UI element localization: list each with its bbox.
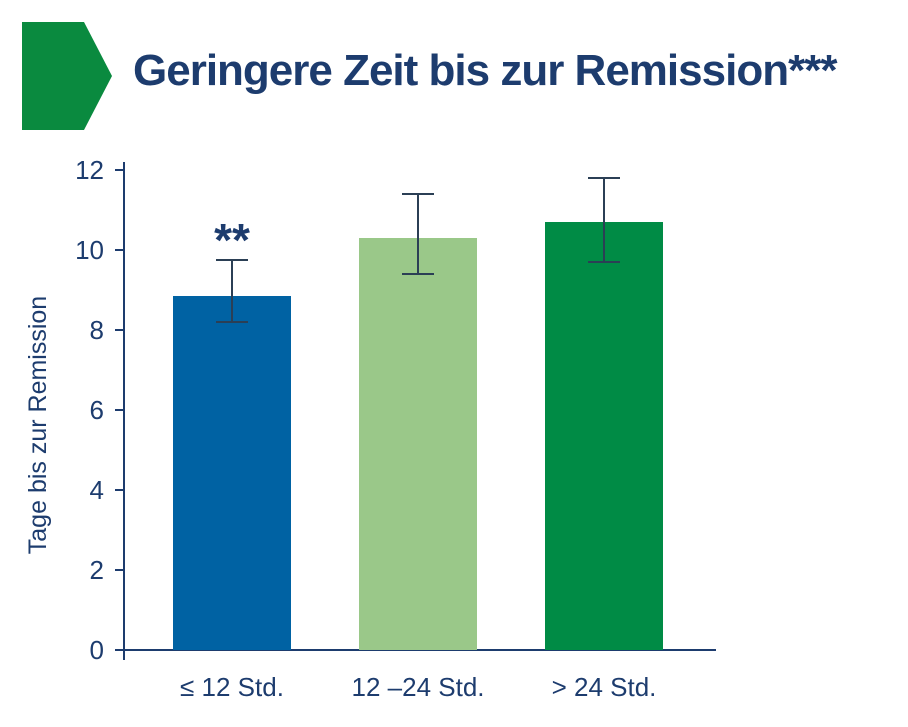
y-axis-label: Tage bis zur Remission: [24, 296, 52, 554]
error-bars: [216, 177, 620, 323]
y-tick-label: 10: [75, 235, 104, 265]
y-tick-label: 8: [90, 315, 104, 345]
x-tick-label: > 24 Std.: [552, 672, 657, 702]
header-chevron-decoration: [22, 22, 112, 130]
y-tick-label: 0: [90, 635, 104, 665]
y-tick-label: 6: [90, 395, 104, 425]
significance-annotation: **: [214, 214, 250, 266]
x-tick-label: ≤ 12 Std.: [180, 672, 284, 702]
x-axis: ≤ 12 Std. 12 –24 Std. > 24 Std.: [124, 649, 716, 702]
chart-title: Geringere Zeit bis zur Remission***: [133, 46, 837, 95]
annotations: **: [214, 214, 250, 266]
y-tick-label: 4: [90, 475, 104, 505]
bar: [173, 296, 291, 650]
y-axis: 0 2 4 6 8 10 12: [75, 155, 125, 665]
bars: [173, 222, 663, 650]
y-tick-label: 2: [90, 555, 104, 585]
bar: [359, 238, 477, 650]
y-tick-label: 12: [75, 155, 104, 185]
x-tick-label: 12 –24 Std.: [352, 672, 485, 702]
bar: [545, 222, 663, 650]
